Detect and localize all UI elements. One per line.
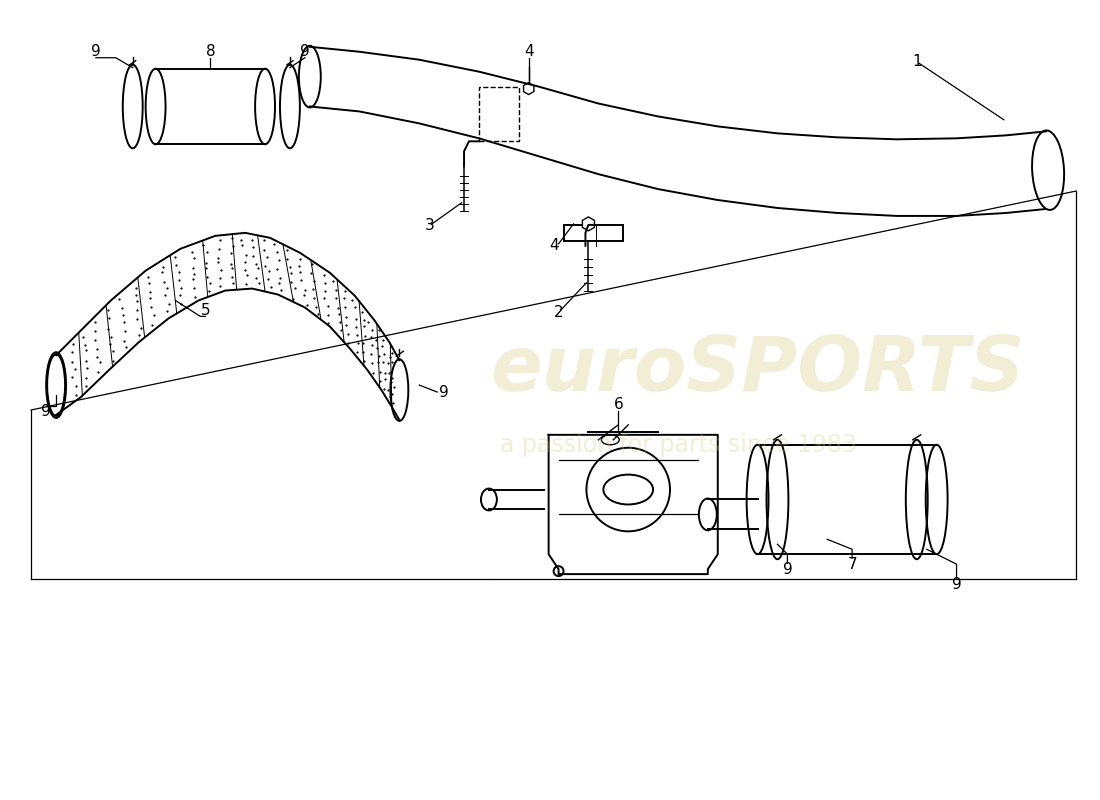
Bar bbox=[478, 86, 519, 142]
Text: a passion for parts since 1983: a passion for parts since 1983 bbox=[499, 433, 857, 457]
Text: 6: 6 bbox=[614, 398, 623, 413]
Text: 9: 9 bbox=[91, 44, 101, 59]
Text: 9: 9 bbox=[42, 405, 51, 419]
Text: 3: 3 bbox=[425, 218, 435, 234]
Text: 9: 9 bbox=[300, 44, 310, 59]
Text: 8: 8 bbox=[206, 44, 216, 59]
Text: 7: 7 bbox=[847, 557, 857, 572]
Text: 9: 9 bbox=[952, 577, 961, 591]
Text: 9: 9 bbox=[439, 385, 449, 399]
Text: 5: 5 bbox=[200, 303, 210, 318]
Polygon shape bbox=[582, 217, 594, 231]
Polygon shape bbox=[524, 82, 534, 94]
Text: 1: 1 bbox=[912, 54, 922, 70]
Text: 4: 4 bbox=[524, 44, 534, 59]
Text: 9: 9 bbox=[782, 562, 792, 577]
Bar bbox=[563, 225, 624, 241]
Text: 2: 2 bbox=[553, 305, 563, 320]
Text: 4: 4 bbox=[549, 238, 559, 254]
Text: euroSPORTS: euroSPORTS bbox=[491, 333, 1025, 407]
